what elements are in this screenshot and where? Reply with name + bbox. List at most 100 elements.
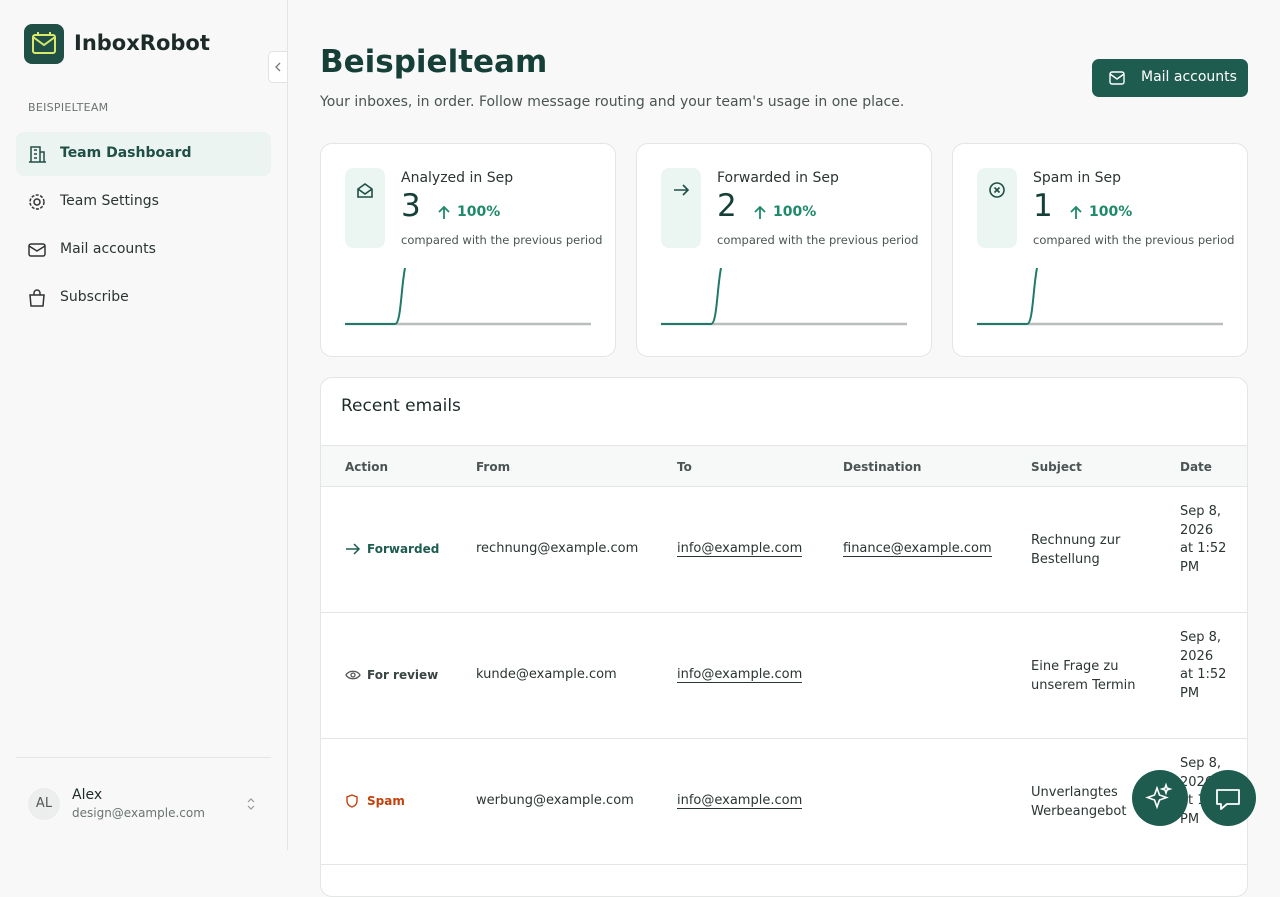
stat-value-text: 3 <box>401 188 421 224</box>
email-row[interactable]: Forwarded rechnung@example.com info@exampl… <box>321 487 1247 613</box>
stat-icon <box>977 168 1017 248</box>
chat-button[interactable] <box>1200 770 1256 826</box>
stat-label: Forwarded in Sep <box>717 170 839 186</box>
destination-address-text: finance@example.com <box>843 541 992 556</box>
stat-label-text: Spam in Sep <box>1033 170 1122 186</box>
action-badge: For review <box>345 668 438 682</box>
assistant-button[interactable] <box>1132 770 1188 826</box>
to-address-text: info@example.com <box>677 667 803 682</box>
action-badge-text: Forwarded <box>367 542 440 556</box>
sidebar: InboxRobot BEISPIELTEAM Team Dashboard T… <box>0 0 288 850</box>
from-address-text: rechnung@example.com <box>476 541 639 556</box>
email-row[interactable]: For review kunde@example.com info@example.… <box>321 613 1247 739</box>
nav-item[interactable]: Team Dashboard <box>16 132 271 176</box>
date-text: Sep 8, 2026 at 1:52 PM <box>1180 504 1227 575</box>
subject-text: Rechnung zur Bestellung <box>1031 533 1121 567</box>
collapse-button[interactable] <box>268 51 288 83</box>
action-badge-text: Spam <box>367 794 405 808</box>
from-address: kunde@example.com <box>476 667 617 682</box>
column-header-text: Destination <box>843 460 922 474</box>
subject-text: Unverlangtes Werbeangebot <box>1031 785 1127 819</box>
stat-label: Spam in Sep <box>1033 170 1121 186</box>
table-header: Action From To Destination Subject Date <box>321 445 1247 487</box>
from-address-text: kunde@example.com <box>476 667 617 682</box>
destination-address[interactable]: finance@example.com <box>843 541 992 557</box>
nav-label: Subscribe <box>60 289 129 305</box>
stat-note-text: compared with the previous period <box>1033 233 1235 247</box>
button-label: Mail accounts <box>1141 69 1237 85</box>
date: Sep 8, 2026 at 1:52 PM <box>1180 503 1228 577</box>
column-header[interactable]: Destination <box>843 460 921 474</box>
stat-value: 3 <box>401 188 421 224</box>
action-badge: Forwarded <box>345 542 439 556</box>
date-text: Sep 8, 2026 at 1:52 PM <box>1180 630 1227 701</box>
action-badge: Spam <box>345 794 405 808</box>
subject-text: Eine Frage zu unserem Termin <box>1031 659 1136 693</box>
stat-label-text: Forwarded in Sep <box>717 170 839 186</box>
stat-change: 100% <box>753 204 816 220</box>
stat-card: Forwarded in Sep 2 100% compared with the p… <box>636 143 932 357</box>
column-header[interactable]: Subject <box>1031 460 1082 474</box>
stat-change: 100% <box>1069 204 1132 220</box>
to-address[interactable]: info@example.com <box>677 793 803 809</box>
column-header[interactable]: To <box>677 460 692 474</box>
to-address[interactable]: info@example.com <box>677 541 803 557</box>
subject: Unverlangtes Werbeangebot <box>1031 783 1151 821</box>
column-header-text: From <box>476 460 511 474</box>
stat-change-text: 100% <box>1089 204 1133 220</box>
stat-note: compared with the previous period <box>717 233 918 247</box>
stat-note: compared with the previous period <box>401 233 602 247</box>
mail-accounts-button[interactable]: Mail accounts <box>1092 59 1248 97</box>
page-subtitle: Your inboxes, in order. Follow message r… <box>320 94 905 110</box>
column-header-text: To <box>677 460 692 474</box>
recent-emails: Recent emails Action From To Destination Sub… <box>320 377 1248 897</box>
column-header-text: Date <box>1180 460 1212 474</box>
column-header[interactable]: From <box>476 460 510 474</box>
stat-value-text: 2 <box>717 188 737 224</box>
user-menu[interactable] <box>244 797 258 811</box>
avatar: AL <box>28 788 60 820</box>
stat-value: 1 <box>1033 188 1053 224</box>
subject: Rechnung zur Bestellung <box>1031 531 1151 569</box>
nav-label: Team Settings <box>60 193 159 209</box>
stat-card: Spam in Sep 1 100% compared with the previo… <box>952 143 1248 357</box>
stat-label: Analyzed in Sep <box>401 170 513 186</box>
page-title: Beispielteam <box>320 44 548 80</box>
to-address-text: info@example.com <box>677 541 803 556</box>
stat-change-text: 100% <box>773 204 817 220</box>
divider <box>16 757 271 758</box>
sparkline <box>977 267 1223 330</box>
to-address[interactable]: info@example.com <box>677 667 803 683</box>
to-address-text: info@example.com <box>677 793 803 808</box>
nav-label: Mail accounts <box>60 241 156 257</box>
stat-note-text: compared with the previous period <box>401 233 603 247</box>
column-header-text: Action <box>345 460 389 474</box>
user-name: Alex <box>72 787 103 803</box>
stat-label-text: Analyzed in Sep <box>401 170 514 186</box>
date: Sep 8, 2026 at 1:52 PM <box>1180 629 1228 703</box>
nav-label: Team Dashboard <box>60 145 192 161</box>
logo[interactable] <box>24 24 64 64</box>
stat-icon <box>661 168 701 248</box>
from-address: werbung@example.com <box>476 793 634 808</box>
brand: InboxRobot <box>74 31 210 55</box>
email-row[interactable]: Spam werbung@example.com info@example.com U… <box>321 739 1247 865</box>
nav-item[interactable]: Team Settings <box>16 180 271 224</box>
nav-item[interactable]: Subscribe <box>16 276 271 320</box>
column-header[interactable]: Action <box>345 460 388 474</box>
column-header-text: Subject <box>1031 460 1082 474</box>
column-header[interactable]: Date <box>1180 460 1212 474</box>
stat-value: 2 <box>717 188 737 224</box>
stat-note-text: compared with the previous period <box>717 233 919 247</box>
team-label: BEISPIELTEAM <box>28 101 109 114</box>
from-address: rechnung@example.com <box>476 541 638 556</box>
nav-item[interactable]: Mail accounts <box>16 228 271 272</box>
stat-change: 100% <box>437 204 500 220</box>
stat-icon <box>345 168 385 248</box>
user-email: design@example.com <box>72 806 205 820</box>
action-badge-text: For review <box>367 668 439 682</box>
sparkline <box>661 267 907 330</box>
stat-card: Analyzed in Sep 3 100% compared with the pr… <box>320 143 616 357</box>
